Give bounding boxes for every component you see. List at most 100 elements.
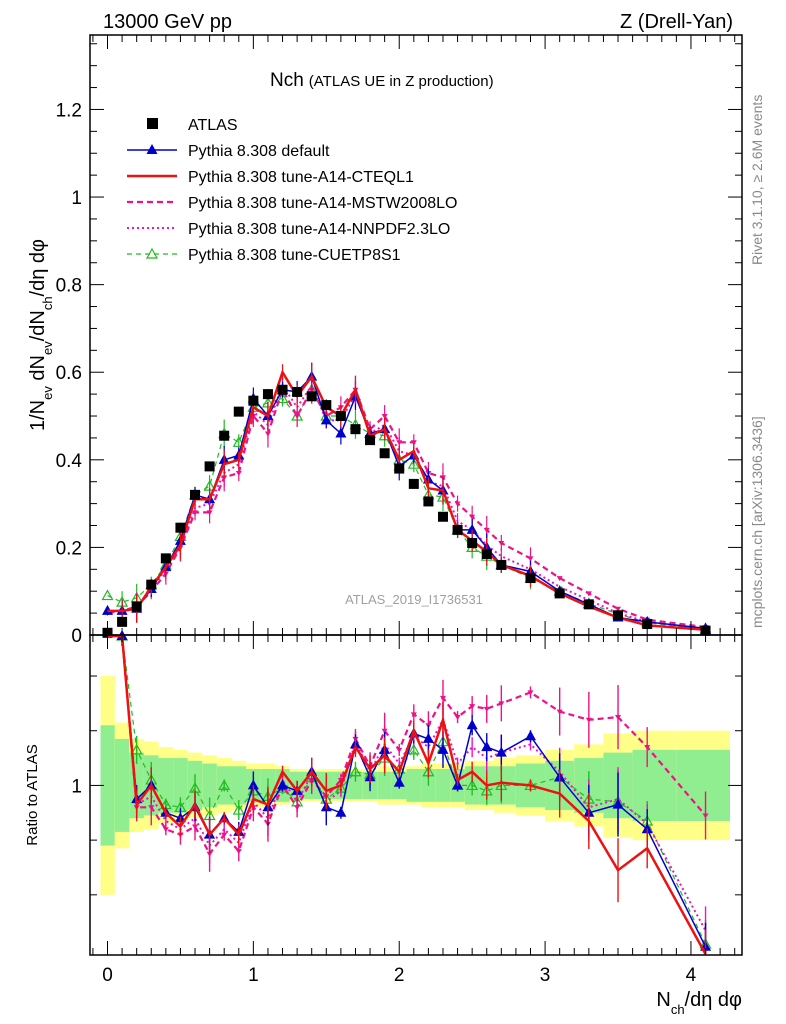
- series-line-mstw: [107, 386, 706, 629]
- ratio-point-default: [466, 719, 478, 730]
- ratio-point-mstw: [527, 690, 534, 696]
- ratio-point-mstw: [235, 849, 242, 855]
- data-point: [219, 430, 230, 441]
- ratio-point-mstw: [439, 695, 446, 701]
- y-tick-label: 0.8: [56, 276, 82, 297]
- ratio-point-default: [335, 806, 347, 817]
- data-point: [525, 573, 536, 584]
- mcplots-label: mcplots.cern.ch [arXiv:1306.3436]: [749, 416, 765, 628]
- header-right: Z (Drell-Yan): [620, 11, 733, 33]
- data-point: [146, 579, 157, 590]
- band-inner: [348, 771, 363, 800]
- ratio-point-mstw: [644, 745, 651, 751]
- ratio-axes: 1 0 1 2 3 4: [71, 635, 742, 986]
- y-tick-label: 0.4: [56, 451, 83, 472]
- ratio-line-cteql1: [107, 634, 707, 955]
- point-cuetp8s1: [101, 589, 114, 601]
- legend-label-mstw: Pythia 8.308 tune-A14-MSTW2008LO: [188, 195, 457, 212]
- legend-item-cuetp8s1: Pythia 8.308 tune-CUETP8S1: [127, 247, 401, 264]
- ratio-point-mstw: [615, 715, 622, 721]
- data-point: [379, 448, 390, 459]
- ratio-point-default: [525, 730, 537, 741]
- ratio-point-default: [247, 779, 259, 790]
- data-point: [248, 395, 259, 406]
- ratio-point-mstw: [294, 805, 301, 811]
- data-point: [452, 524, 463, 535]
- x-tick-label: 3: [540, 965, 551, 986]
- point-mstw: [410, 440, 417, 446]
- plot-title: Nch (ATLAS UE in Z production): [270, 70, 494, 91]
- band-inner: [632, 749, 677, 821]
- ratio-point-mstw: [702, 813, 709, 819]
- legend-marker-data: [147, 118, 158, 129]
- y-tick-label: 0.2: [56, 538, 82, 559]
- data-point: [437, 511, 448, 522]
- ratio-point-cuetp8s1: [349, 765, 362, 777]
- legend-label-cuetp8s1: Pythia 8.308 tune-CUETP8S1: [188, 247, 401, 264]
- plot-title-sub: (ATLAS UE in Z production): [309, 73, 494, 90]
- legend-item-data: ATLAS: [147, 117, 238, 134]
- band-inner: [377, 771, 392, 800]
- ratio-line-cuetp8s1: [107, 635, 707, 945]
- data-point: [394, 463, 405, 474]
- ratio-point-mstw: [192, 824, 199, 830]
- ratio-point-mstw: [498, 701, 505, 707]
- data-point: [554, 588, 565, 599]
- main-axes: 0 0.2 0.4 0.6 0.8 1 1.2: [56, 35, 742, 647]
- data-point: [204, 461, 215, 472]
- point-cuetp8s1: [407, 457, 420, 469]
- legend-label-default: Pythia 8.308 default: [188, 143, 330, 160]
- data-point: [131, 601, 142, 612]
- data-point: [583, 599, 594, 610]
- ratio-point-default: [612, 798, 624, 809]
- series-line-cteql1: [107, 369, 706, 631]
- ratio-frame: [89, 634, 743, 956]
- legend-label-data: ATLAS: [188, 117, 238, 134]
- ratio-point-default: [495, 746, 507, 757]
- series-line-default: [107, 375, 706, 630]
- band-inner: [406, 769, 422, 802]
- ratio-series-cteql1: [107, 634, 707, 955]
- ratio-point-default: [641, 823, 653, 834]
- data-point: [481, 548, 492, 559]
- legend-label-cteql1: Pythia 8.308 tune-A14-CTEQL1: [188, 169, 414, 186]
- ratio-point-cuetp8s1: [232, 803, 245, 815]
- point-mstw: [469, 514, 476, 520]
- data-point: [365, 435, 376, 446]
- band-inner: [435, 769, 451, 802]
- band-inner: [231, 766, 247, 805]
- x-axis-label: Nch/dη dφ: [656, 989, 742, 1017]
- ratio-point-mstw: [381, 728, 388, 734]
- ratio-point-default: [277, 779, 289, 790]
- ratio-point-default: [481, 741, 493, 752]
- legend: ATLAS Pythia 8.308 default Pythia 8.308 tu…: [127, 117, 457, 264]
- data-point: [408, 478, 419, 489]
- ratio-point-mstw: [556, 709, 563, 715]
- ratio-line-mstw: [107, 634, 707, 856]
- point-mstw: [454, 501, 461, 507]
- ratio-point-cuetp8s1: [218, 779, 231, 791]
- point-mstw: [264, 431, 271, 437]
- data-point: [350, 424, 361, 435]
- y-axis-label-main: 1/Nev dNev/dNch/dη dφ: [27, 239, 55, 431]
- x-tick-label: 1: [248, 965, 259, 986]
- data-point: [335, 411, 346, 422]
- band-inner: [173, 758, 188, 813]
- point-mstw: [294, 414, 301, 420]
- band-inner: [494, 766, 516, 805]
- data-point: [117, 616, 128, 627]
- ratio-point-mstw: [410, 712, 417, 718]
- legend-marker-cuetp8s1: [145, 247, 159, 259]
- legend-item-nnpdf: Pythia 8.308 tune-A14-NNPDF2.3LO: [127, 221, 450, 238]
- ratio-point-mstw: [483, 706, 490, 712]
- data-point: [233, 406, 244, 417]
- ratio-line-default: [107, 635, 707, 948]
- ratio-point-mstw: [396, 747, 403, 753]
- header-left: 13000 GeV pp: [103, 11, 232, 33]
- data-point: [262, 389, 273, 400]
- ratio-tick-label: 1: [71, 776, 82, 797]
- rivet-label: Rivet 3.1.10, ≥ 2.6M events: [749, 95, 765, 265]
- point-mstw: [585, 591, 592, 597]
- data-point: [175, 522, 186, 533]
